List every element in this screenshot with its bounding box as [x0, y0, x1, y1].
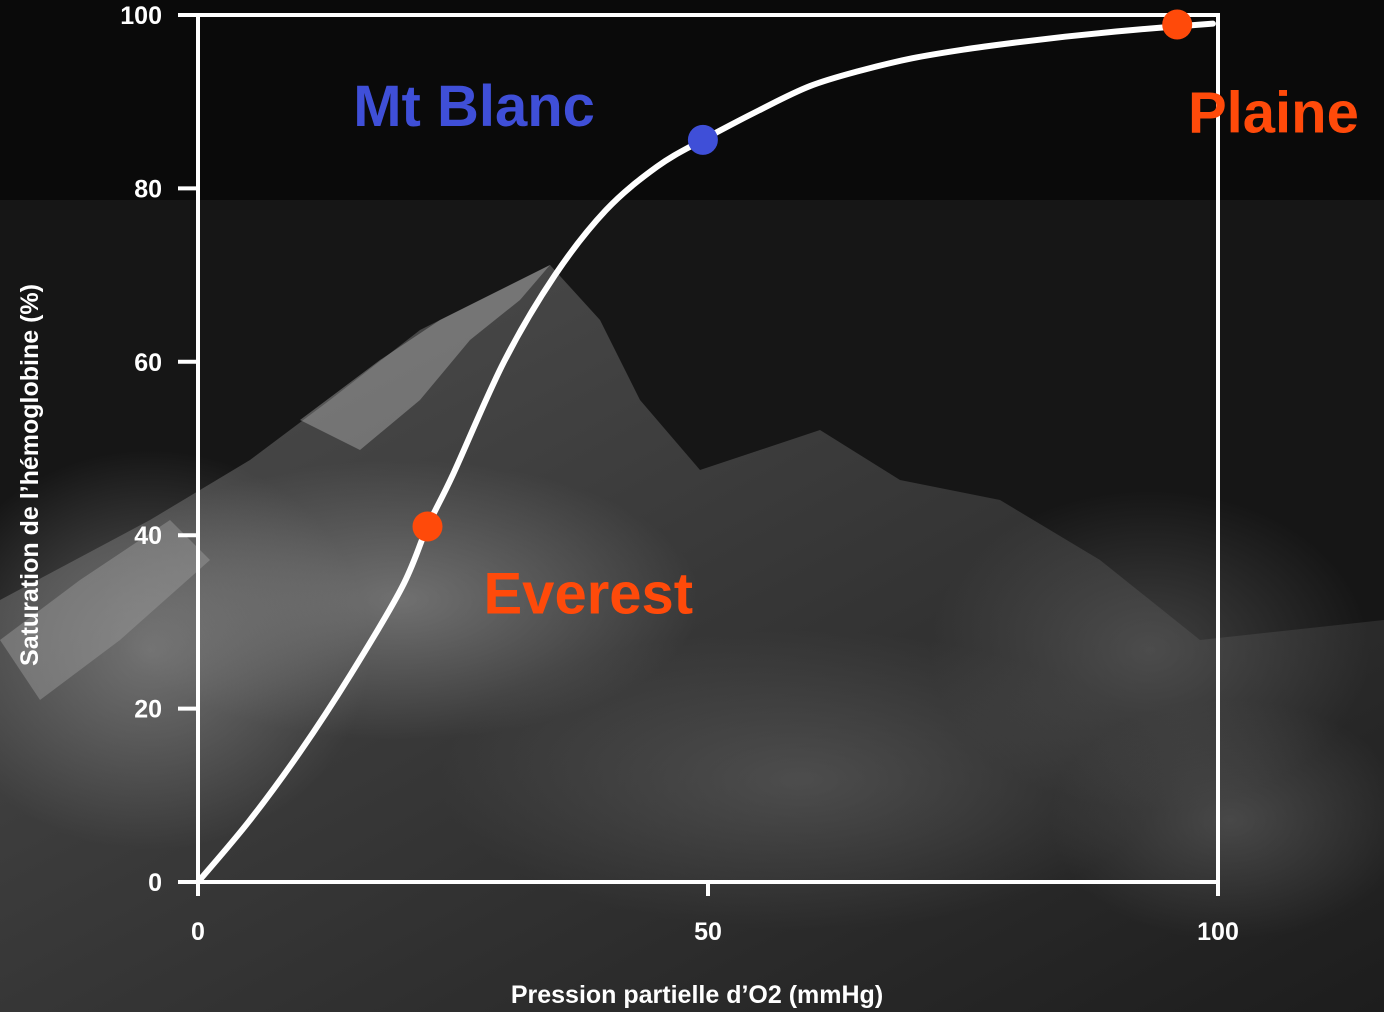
x-tick-label: 50: [694, 918, 722, 946]
y-tick-label: 0: [148, 869, 162, 897]
y-tick-label: 80: [134, 175, 162, 203]
y-axis-title: Saturation de l’hémoglobine (%): [16, 284, 44, 666]
x-axis-title: Pression partielle d’O2 (mmHg): [511, 981, 883, 1009]
x-tick-label: 0: [191, 918, 205, 946]
x-axis-ticks: 0 50 100: [191, 882, 1239, 946]
y-tick-label: 20: [134, 696, 162, 724]
plaine-label: Plaine: [1188, 81, 1359, 146]
x-tick-label: 100: [1197, 918, 1239, 946]
y-axis-ticks: 0 20 40 60 80 100: [120, 2, 198, 897]
plaine-point: [1162, 9, 1193, 40]
everest-label: Everest: [484, 562, 694, 627]
mt-blanc-point: [687, 124, 718, 155]
y-tick-label: 100: [120, 2, 162, 30]
mt-blanc-label: Mt Blanc: [353, 74, 595, 139]
highlighted-points: Everest Mt Blanc Plaine: [353, 9, 1359, 627]
y-tick-label: 40: [134, 522, 162, 550]
everest-point: [412, 511, 443, 542]
dissociation-curve: [195, 20, 1216, 885]
y-tick-label: 60: [134, 349, 162, 377]
